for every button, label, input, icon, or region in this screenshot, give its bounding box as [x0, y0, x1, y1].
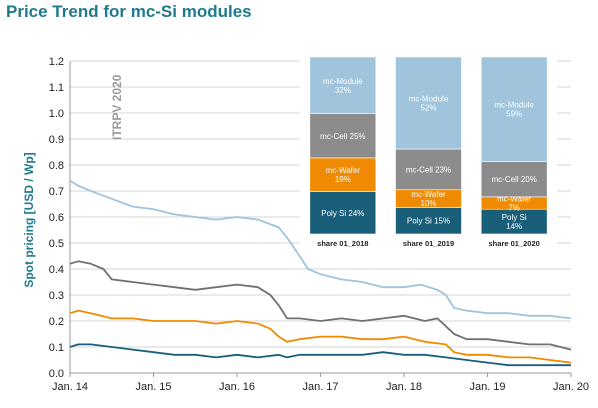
bar-segment — [309, 56, 377, 114]
itrpv-watermark: ITRPV 2020 — [110, 74, 124, 140]
y-tick-label: 1.1 — [49, 82, 64, 94]
y-tick-label: 0.2 — [49, 316, 64, 328]
bar-segment-label: mc-Wafer 7% — [497, 195, 532, 213]
y-tick-label: 0.1 — [49, 342, 64, 354]
bar-segment-label: mc-Wafer 19% — [326, 166, 361, 184]
y-tick-label: 0.6 — [49, 212, 64, 224]
x-tick-label: Jan. 16 — [219, 381, 255, 393]
series-line-0 — [69, 179, 572, 320]
y-tick-label: 0.3 — [49, 290, 64, 302]
bar-segment — [395, 207, 462, 235]
y-tick-label: 0.0 — [49, 368, 64, 380]
x-tick-label: Jan. 14 — [52, 381, 88, 393]
share-stacked-bars: Poly Si 24% mc-Wafer 19% mc-Cell 25% mc-Modu… — [300, 56, 557, 256]
bar-category-label: share 01_2019 — [403, 239, 454, 248]
axis-ticks: 0.0 0.1 0.2 0.3 0.4 0.5 0.6 0.7 0.8 0.9 1.0 1.1 1.2 J… — [49, 56, 589, 393]
y-tick-label: 1.2 — [49, 56, 64, 68]
line-series — [69, 179, 572, 367]
axes — [69, 61, 572, 377]
bar-segment — [480, 161, 548, 198]
y-tick-label: 0.7 — [49, 186, 64, 198]
bar-segment-label: mc-Module 52% — [409, 95, 449, 113]
bar-segment-label: mc-Wafer 10% — [411, 190, 446, 208]
bar-segment-label: Poly Si 15% — [407, 217, 450, 226]
bar-segment — [480, 56, 548, 162]
bar-segment — [309, 113, 377, 159]
x-tick-label: Jan. 19 — [469, 381, 505, 393]
bar-segment — [309, 191, 377, 235]
bar-segment-label: Poly Si 14% — [502, 213, 527, 231]
bar-segment — [395, 56, 462, 150]
bar-segment-label: mc-Module 32% — [323, 77, 363, 95]
bar-segment-label: mc-Module 59% — [494, 101, 534, 119]
chart-title: Price Trend for mc-Si modules — [6, 2, 252, 21]
y-tick-label: 0.8 — [49, 160, 64, 172]
x-tick-label: Jan. 17 — [302, 381, 338, 393]
bar-category-label: share 01_2020 — [489, 239, 540, 248]
series-line-2 — [69, 309, 572, 364]
series-line-3 — [69, 343, 571, 367]
bar-segment-label: Poly Si 24% — [321, 209, 364, 218]
x-tick-label: Jan. 15 — [135, 381, 171, 393]
y-tick-label: 1.0 — [49, 108, 64, 120]
bar-segment-label: mc-Cell 20% — [491, 175, 536, 184]
y-axis-label: Spot pricing [USD / Wp] — [22, 152, 36, 287]
x-tick-label: Jan. 20 — [553, 381, 589, 393]
y-tick-label: 0.9 — [49, 134, 64, 146]
bar-category-label: share 01_2018 — [317, 239, 368, 248]
series-line-1 — [69, 260, 572, 351]
x-tick-label: Jan. 18 — [386, 381, 422, 393]
bar-segment-label: mc-Cell 25% — [320, 132, 365, 141]
y-tick-label: 0.5 — [49, 238, 64, 250]
bar-segment-label: mc-Cell 23% — [406, 165, 451, 174]
y-tick-label: 0.4 — [49, 264, 64, 276]
